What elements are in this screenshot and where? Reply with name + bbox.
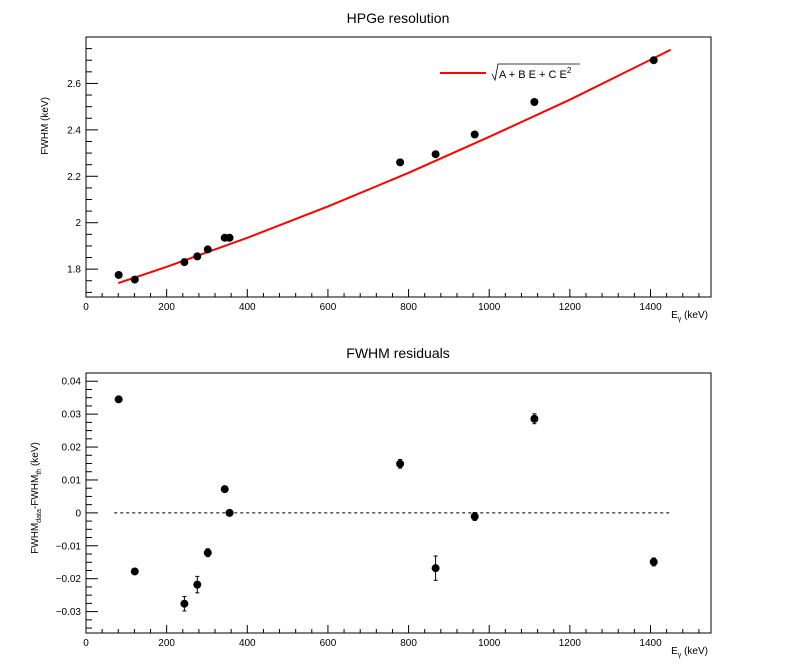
bot-x-tick-label: 200 bbox=[158, 638, 175, 649]
top-data-points bbox=[114, 56, 658, 284]
bottom-x-label-main: E bbox=[671, 646, 678, 657]
bot-x-tick-label: 800 bbox=[400, 638, 417, 649]
bottom-y-label-unit: (keV) bbox=[30, 442, 41, 469]
top-y-tick-label: 2.4 bbox=[67, 125, 81, 136]
data-point bbox=[203, 548, 212, 557]
data-point bbox=[225, 233, 234, 242]
bottom-y-label-sub2: th bbox=[36, 469, 43, 475]
data-point bbox=[193, 580, 202, 589]
data-point bbox=[225, 508, 234, 517]
data-point bbox=[114, 270, 123, 279]
bottom-y-label-sub1: data bbox=[36, 509, 43, 523]
bottom-y-axis: −0.03 −0.02 −0.01 0 0.01 0.02 0.03 0.04 bbox=[56, 372, 98, 629]
legend-label-sup: 2 bbox=[567, 66, 572, 75]
top-x-label-unit: (keV) bbox=[681, 310, 708, 321]
bottom-panel: FWHM residuals 0 200 400 600 800 1000 1200 1400… bbox=[30, 345, 712, 659]
bot-x-tick-label: 0 bbox=[83, 638, 89, 649]
bottom-plot-frame bbox=[85, 372, 712, 634]
bot-y-tick-label: −0.02 bbox=[56, 574, 82, 585]
top-chart-title: HPGe resolution bbox=[347, 10, 450, 26]
bottom-x-axis-label: Eγ (keV) bbox=[671, 646, 708, 659]
top-x-tick-label: 1200 bbox=[559, 302, 582, 313]
top-x-tick-label: 600 bbox=[320, 302, 337, 313]
bottom-x-label-unit: (keV) bbox=[681, 646, 708, 657]
bottom-chart-title: FWHM residuals bbox=[346, 345, 449, 361]
data-point bbox=[649, 56, 658, 65]
data-point bbox=[431, 564, 440, 573]
bot-x-tick-label: 400 bbox=[239, 638, 256, 649]
data-point bbox=[530, 98, 539, 106]
data-point bbox=[470, 512, 479, 521]
top-y-tick-label: 1.8 bbox=[67, 265, 81, 276]
bot-x-tick-label: 1000 bbox=[478, 638, 501, 649]
data-point bbox=[530, 414, 539, 423]
data-point bbox=[114, 395, 123, 404]
top-x-axis-label: Eγ (keV) bbox=[671, 310, 708, 323]
top-x-label-main: E bbox=[671, 310, 678, 321]
top-x-tick-label: 200 bbox=[158, 302, 175, 313]
data-point bbox=[193, 252, 202, 261]
top-x-tick-label: 0 bbox=[83, 302, 89, 313]
data-point bbox=[130, 275, 139, 284]
top-x-axis: 0 200 400 600 800 1000 1200 1400 bbox=[83, 289, 700, 313]
top-legend: A + B E + C E2 bbox=[440, 63, 580, 82]
bot-y-tick-label: −0.01 bbox=[56, 541, 82, 552]
data-point bbox=[130, 567, 139, 576]
data-point bbox=[180, 599, 189, 608]
top-panel: HPGe resolution 0 200 400 600 800 1000 1200 140… bbox=[40, 10, 712, 323]
top-x-tick-label: 400 bbox=[239, 302, 256, 313]
top-x-tick-label: 800 bbox=[400, 302, 417, 313]
bot-y-tick-label: 0 bbox=[75, 508, 81, 519]
bot-y-tick-label: 0.04 bbox=[62, 377, 82, 388]
bot-y-tick-label: 0.02 bbox=[62, 443, 82, 454]
fit-curve bbox=[117, 48, 672, 285]
data-point bbox=[431, 150, 440, 159]
legend-label: A + B E + C E2 bbox=[499, 66, 572, 81]
top-x-tick-label: 1400 bbox=[639, 302, 662, 313]
top-y-axis-label: FWHM (keV) bbox=[40, 97, 51, 155]
top-x-label-sub: γ bbox=[678, 316, 682, 323]
data-point bbox=[203, 245, 212, 254]
bottom-data-points bbox=[114, 395, 658, 612]
bot-x-tick-label: 600 bbox=[320, 638, 337, 649]
data-point bbox=[470, 130, 479, 139]
top-y-tick-label: 2 bbox=[75, 218, 81, 229]
top-fit-curve-group bbox=[117, 48, 672, 285]
top-y-tick-label: 2.2 bbox=[67, 172, 81, 183]
bottom-y-axis-label: FWHMdata-FWHMth (keV) bbox=[30, 442, 43, 554]
bot-y-tick-label: −0.03 bbox=[56, 607, 82, 618]
data-point bbox=[396, 158, 405, 167]
bottom-x-axis: 0 200 400 600 800 1000 1200 1400 bbox=[83, 625, 700, 649]
data-point bbox=[220, 485, 229, 494]
bot-x-tick-label: 1400 bbox=[639, 638, 662, 649]
legend-sqrt-sign bbox=[491, 63, 580, 82]
top-plot-frame bbox=[85, 36, 712, 298]
top-y-tick-label: 2.6 bbox=[67, 79, 81, 90]
top-x-tick-label: 1000 bbox=[478, 302, 501, 313]
bot-y-tick-label: 0.03 bbox=[62, 410, 82, 421]
bottom-x-label-sub: γ bbox=[678, 652, 682, 659]
data-point bbox=[180, 258, 189, 267]
bottom-y-label-main: FWHM bbox=[30, 523, 41, 554]
data-point bbox=[649, 557, 658, 566]
bot-y-tick-label: 0.01 bbox=[62, 475, 82, 486]
bottom-y-label-mid: -FWHM bbox=[30, 475, 41, 509]
top-y-axis: 1.8 2 2.2 2.4 2.6 bbox=[67, 48, 98, 293]
data-point bbox=[396, 459, 405, 468]
bot-x-tick-label: 1200 bbox=[559, 638, 582, 649]
legend-label-main: A + B E + C E bbox=[499, 69, 567, 81]
